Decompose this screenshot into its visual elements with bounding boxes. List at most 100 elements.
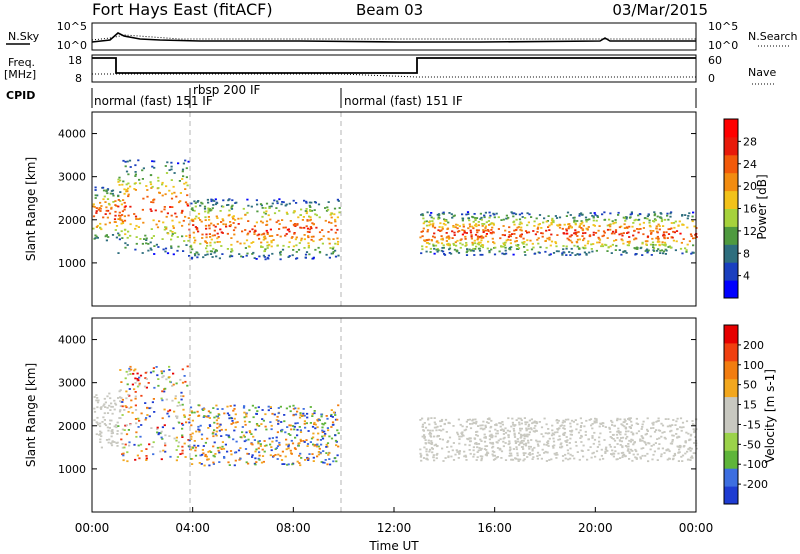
- echo-cell: [198, 462, 201, 464]
- echo-cell: [652, 246, 655, 249]
- echo-cell: [258, 451, 261, 454]
- echo-cell: [515, 457, 518, 460]
- echo-cell: [125, 183, 128, 186]
- echo-cell: [138, 382, 141, 385]
- echo-cell: [514, 240, 517, 243]
- echo-cell: [155, 223, 158, 226]
- echo-cell: [299, 414, 302, 416]
- echo-cell: [525, 429, 528, 432]
- echo-cell: [629, 417, 632, 420]
- echo-cell: [144, 371, 147, 374]
- echo-cell: [463, 450, 466, 453]
- echo-cell: [476, 231, 479, 234]
- echo-cell: [617, 214, 620, 216]
- echo-cell: [192, 224, 195, 226]
- echo-cell: [213, 455, 216, 458]
- echo-cell: [129, 423, 132, 426]
- echo-cell: [263, 232, 266, 235]
- echo-cell: [206, 250, 209, 253]
- echo-cell: [442, 460, 445, 462]
- echo-cell: [608, 426, 611, 429]
- echo-cell: [563, 424, 566, 427]
- echo-cell: [517, 417, 520, 420]
- echo-cell: [321, 435, 324, 438]
- echo-cell: [620, 225, 623, 228]
- echo-cell: [121, 220, 125, 223]
- echo-cell: [313, 209, 316, 211]
- echo-cell: [668, 245, 671, 248]
- echo-cell: [643, 217, 646, 220]
- echo-cell: [628, 216, 632, 219]
- echo-cell: [516, 438, 519, 440]
- echo-cell: [504, 246, 507, 249]
- echo-cell: [101, 421, 104, 423]
- echo-cell: [202, 445, 205, 447]
- echo-cell: [92, 227, 95, 230]
- echo-cell: [521, 241, 524, 244]
- echo-cell: [623, 418, 626, 421]
- echo-cell: [627, 443, 630, 445]
- echo-cell: [440, 429, 443, 432]
- echo-cell: [606, 250, 609, 252]
- echo-cell: [540, 227, 543, 229]
- echo-cell: [438, 226, 441, 228]
- echo-cell: [177, 401, 180, 404]
- echo-cell: [508, 440, 511, 443]
- echo-cell: [569, 430, 572, 432]
- echo-cell: [630, 431, 633, 434]
- echo-cell: [215, 255, 218, 258]
- echo-cell: [456, 433, 460, 436]
- echo-cell: [502, 430, 505, 432]
- echo-cell: [496, 447, 500, 449]
- echo-cell: [621, 239, 624, 242]
- echo-cell: [479, 438, 482, 441]
- echo-cell: [217, 236, 220, 238]
- echo-cell: [293, 425, 296, 428]
- echo-cell: [584, 232, 587, 234]
- echo-cell: [453, 214, 456, 217]
- echo-cell: [679, 445, 682, 448]
- echo-cell: [244, 247, 247, 249]
- echo-cell: [124, 160, 127, 163]
- echo-cell: [637, 214, 640, 217]
- echo-cell: [574, 229, 577, 232]
- echo-cell: [472, 220, 475, 223]
- echo-cell: [616, 417, 619, 420]
- echo-cell: [327, 208, 330, 211]
- echo-cell: [232, 422, 235, 424]
- echo-cell: [569, 422, 572, 425]
- echo-cell: [512, 448, 515, 450]
- echo-cell: [624, 419, 627, 422]
- echo-cell: [437, 435, 440, 437]
- echo-cell: [134, 395, 137, 398]
- echo-cell: [516, 226, 519, 229]
- echo-cell: [509, 448, 512, 451]
- echo-cell: [110, 419, 113, 422]
- echo-cell: [619, 418, 622, 421]
- echo-cell: [590, 248, 593, 250]
- echo-cell: [604, 452, 607, 454]
- echo-cell: [583, 237, 586, 240]
- echo-cell: [193, 236, 196, 239]
- echo-cell: [122, 459, 125, 462]
- echo-cell: [106, 412, 110, 414]
- echo-cell: [502, 225, 505, 227]
- echo-cell: [334, 249, 337, 252]
- echo-cell: [306, 416, 309, 419]
- echo-cell: [476, 446, 479, 449]
- echo-cell: [447, 450, 450, 453]
- echo-cell: [464, 454, 467, 457]
- echo-cell: [621, 234, 624, 237]
- echo-cell: [183, 414, 186, 417]
- echo-cell: [672, 222, 676, 224]
- echo-cell: [647, 249, 650, 252]
- echo-cell: [569, 239, 572, 242]
- echo-cell: [601, 243, 604, 246]
- echo-cell: [288, 255, 291, 257]
- echo-cell: [269, 421, 272, 423]
- echo-cell: [461, 425, 464, 428]
- echo-cell: [605, 244, 608, 247]
- echo-cell: [548, 229, 551, 231]
- echo-cell: [304, 426, 307, 429]
- echo-cell: [439, 222, 442, 225]
